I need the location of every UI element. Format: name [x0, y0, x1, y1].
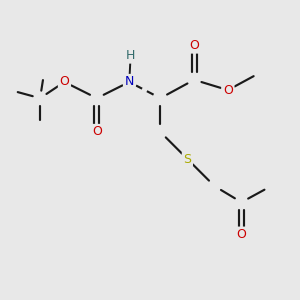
Text: H: H — [126, 49, 135, 62]
Text: O: O — [92, 125, 102, 139]
Text: N: N — [124, 76, 134, 88]
Text: O: O — [189, 39, 199, 52]
Text: S: S — [183, 152, 191, 166]
Text: O: O — [223, 84, 233, 97]
Text: O: O — [236, 228, 246, 241]
Text: O: O — [59, 76, 69, 88]
